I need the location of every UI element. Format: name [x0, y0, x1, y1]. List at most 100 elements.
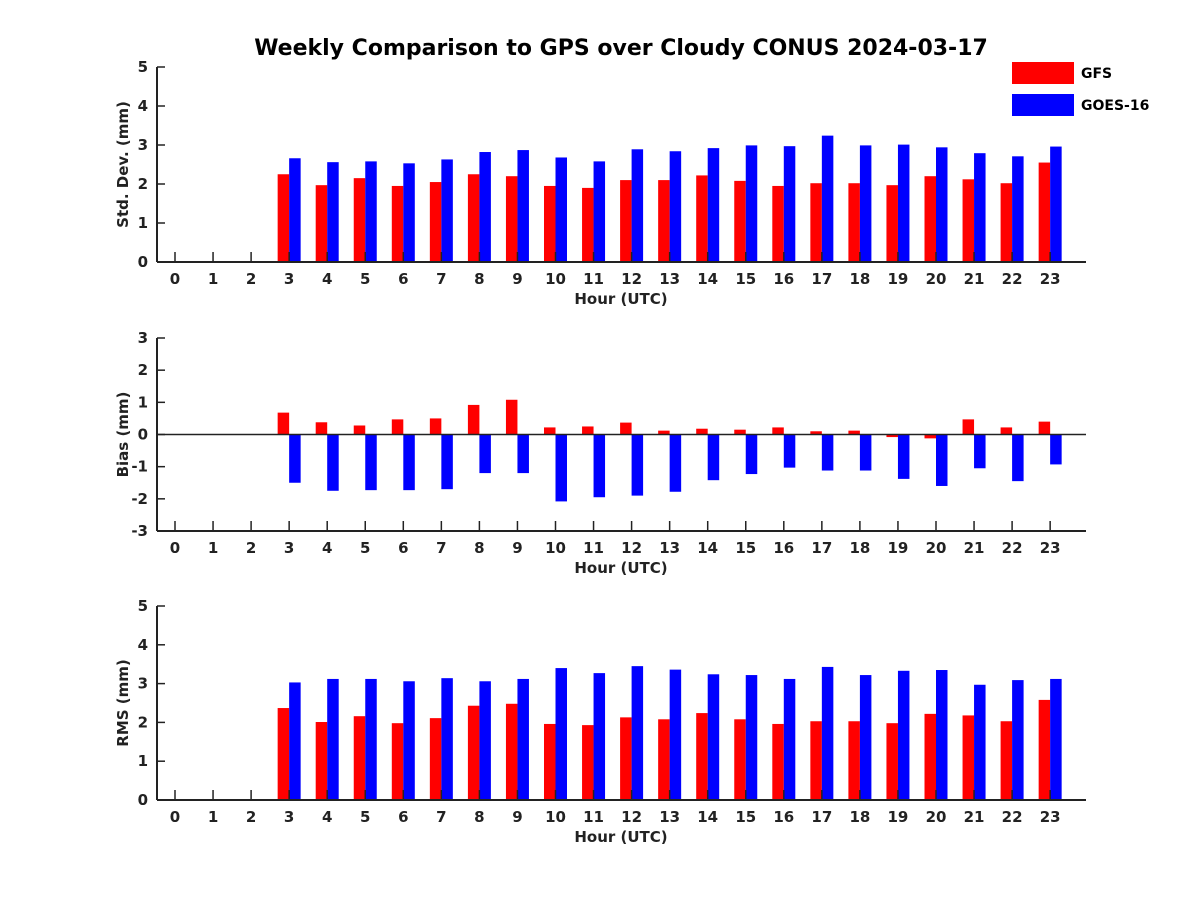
bar: [277, 174, 290, 262]
x-tick-label: 15: [735, 539, 756, 557]
x-tick-label: 14: [697, 808, 718, 826]
bar: [429, 418, 442, 435]
legend-swatch-goes-16: [1012, 94, 1074, 116]
y-tick-label: 5: [138, 597, 148, 615]
bar: [631, 149, 644, 262]
x-tick-label: 14: [697, 539, 718, 557]
bar: [517, 434, 529, 474]
bar: [277, 412, 290, 435]
bar: [467, 174, 480, 262]
x-tick-label: 9: [512, 270, 522, 288]
x-tick-label: 20: [926, 539, 947, 557]
bar: [783, 678, 796, 800]
x-tick-label: 12: [621, 539, 642, 557]
x-tick-label: 11: [583, 808, 604, 826]
x-tick-label: 21: [964, 270, 985, 288]
bar: [391, 185, 404, 262]
bar: [745, 145, 758, 262]
bar: [897, 434, 910, 479]
x-tick-label: 10: [545, 808, 566, 826]
bar: [707, 434, 720, 481]
bar: [467, 404, 480, 435]
y-tick-label: 0: [138, 791, 148, 809]
bar: [1000, 721, 1013, 800]
series-gfs: [277, 162, 1051, 262]
bar: [1038, 162, 1051, 262]
bar: [365, 678, 377, 800]
bar: [582, 426, 594, 435]
bar: [505, 399, 518, 435]
x-tick-label: 13: [659, 270, 680, 288]
x-tick-label: 22: [1002, 539, 1023, 557]
series-goes-16: [289, 135, 1062, 262]
bar: [821, 135, 834, 262]
y-axis-label: RMS (mm): [114, 659, 132, 746]
bar: [707, 674, 720, 800]
y-tick-label: 4: [138, 97, 148, 115]
bar: [924, 434, 936, 439]
bar: [772, 723, 784, 800]
y-tick-label: 1: [138, 214, 148, 232]
legend-label-gfs: GFS: [1081, 66, 1112, 82]
x-tick-label: 3: [284, 539, 294, 557]
x-tick-label: 8: [474, 270, 484, 288]
legend-swatch-gfs: [1012, 62, 1074, 84]
x-axis-label: Hour (UTC): [574, 559, 667, 577]
bar: [593, 434, 606, 498]
bar: [859, 675, 872, 800]
legend: GFS GOES-16: [1012, 62, 1149, 116]
x-tick-label: 14: [697, 270, 718, 288]
bar: [1038, 421, 1051, 435]
x-tick-label: 11: [583, 270, 604, 288]
bar: [429, 182, 442, 262]
bar: [734, 180, 746, 262]
y-tick-label: 2: [138, 175, 148, 193]
bar: [962, 419, 975, 435]
bar: [289, 158, 301, 262]
x-tick-label: 5: [360, 539, 370, 557]
bar: [277, 708, 290, 800]
series-goes-16: [289, 666, 1062, 800]
bar: [403, 163, 415, 262]
x-tick-label: 7: [436, 808, 446, 826]
x-tick-label: 2: [246, 270, 256, 288]
x-tick-label: 20: [926, 808, 947, 826]
x-tick-label: 13: [659, 808, 680, 826]
x-tick-label: 6: [398, 539, 408, 557]
chart-title: Weekly Comparison to GPS over Cloudy CON…: [254, 36, 988, 61]
bar: [315, 422, 328, 435]
bar: [631, 666, 644, 800]
x-tick-label: 4: [322, 539, 332, 557]
bar: [848, 183, 860, 262]
bar: [505, 176, 518, 262]
x-tick-label: 20: [926, 270, 947, 288]
bar: [631, 434, 644, 496]
x-tick-label: 15: [735, 270, 756, 288]
bar: [783, 434, 796, 468]
bar: [441, 678, 453, 800]
y-tick-label: 3: [138, 329, 148, 347]
x-tick-label: 4: [322, 808, 332, 826]
bar: [505, 703, 518, 800]
y-tick-label: 5: [138, 58, 148, 76]
bar: [353, 425, 366, 435]
bar: [315, 722, 328, 800]
x-tick-label: 22: [1002, 808, 1023, 826]
bar: [974, 434, 986, 469]
bar: [936, 434, 948, 486]
y-tick-label: 1: [138, 393, 148, 411]
bar: [924, 713, 936, 800]
bar: [707, 148, 720, 262]
bar: [974, 684, 986, 800]
x-tick-label: 5: [360, 808, 370, 826]
bar: [353, 716, 366, 800]
x-tick-label: 21: [964, 539, 985, 557]
x-tick-label: 16: [773, 808, 794, 826]
bar: [658, 719, 670, 800]
bar: [859, 434, 872, 471]
bar: [620, 422, 632, 435]
bar: [555, 434, 567, 502]
y-tick-label: -1: [131, 458, 148, 476]
x-tick-label: 17: [811, 270, 832, 288]
bar: [886, 434, 898, 438]
